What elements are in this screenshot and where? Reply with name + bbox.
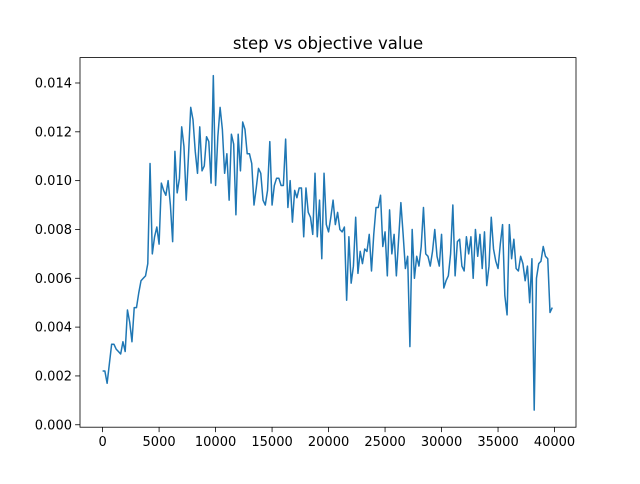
x-tick-label: 0 <box>98 435 106 450</box>
x-tick-label: 35000 <box>477 435 518 450</box>
y-tick-label: 0.014 <box>35 76 72 91</box>
series-line <box>102 74 553 411</box>
x-tick-label: 20000 <box>308 435 349 450</box>
y-tick-label: 0.004 <box>35 321 72 336</box>
y-tick-label: 0.006 <box>35 272 72 287</box>
x-tick-label: 25000 <box>364 435 405 450</box>
x-tick-label: 40000 <box>534 435 575 450</box>
x-tick-label: 30000 <box>421 435 462 450</box>
y-tick-label: 0.000 <box>35 418 72 433</box>
x-tick-label: 15000 <box>251 435 292 450</box>
x-tick-label: 10000 <box>195 435 236 450</box>
y-tick-label: 0.008 <box>35 223 72 238</box>
y-tick-label: 0.010 <box>35 174 72 189</box>
y-tick-label: 0.002 <box>35 369 72 384</box>
y-tick-label: 0.012 <box>35 125 72 140</box>
x-tick-label: 5000 <box>143 435 176 450</box>
chart-title: step vs objective value <box>233 34 423 53</box>
plot-frame <box>79 57 577 428</box>
